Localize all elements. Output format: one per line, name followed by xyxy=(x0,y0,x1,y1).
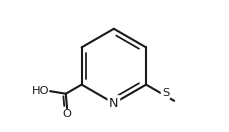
Text: HO: HO xyxy=(32,86,49,96)
Text: S: S xyxy=(162,88,169,98)
Text: O: O xyxy=(63,109,71,119)
Text: N: N xyxy=(109,97,119,110)
